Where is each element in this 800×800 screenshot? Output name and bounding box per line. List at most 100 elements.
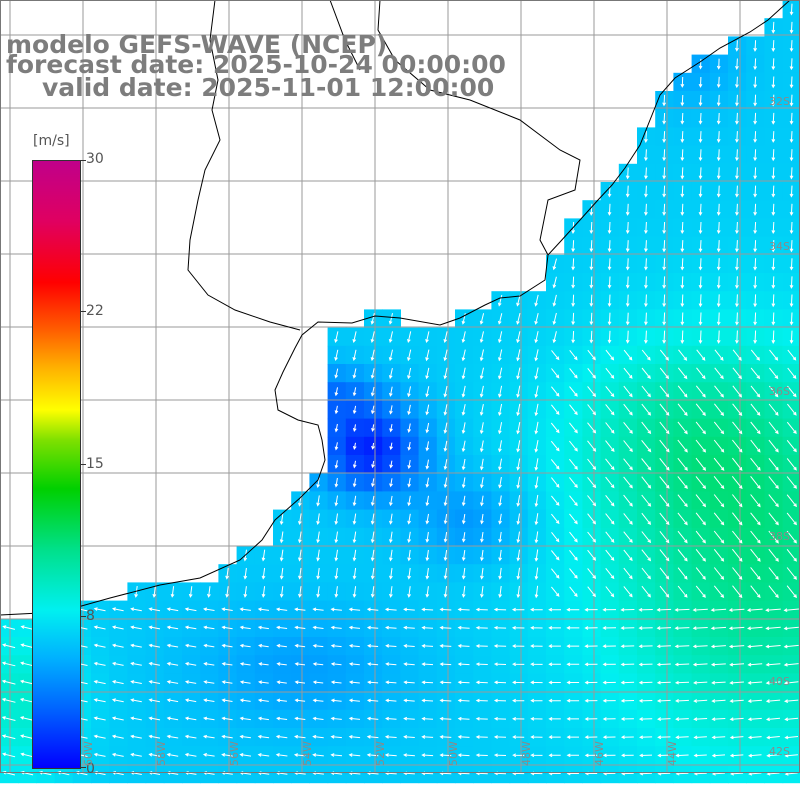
- wind-arrow: [625, 240, 630, 253]
- lat-label: 38S: [769, 530, 790, 543]
- wind-arrow: [732, 457, 743, 471]
- wind-arrow: [534, 421, 539, 435]
- wind-arrow: [789, 3, 794, 16]
- wind-arrow: [753, 258, 758, 271]
- wind-arrow: [443, 349, 448, 362]
- wind-arrow: [605, 494, 615, 507]
- wind-arrow: [352, 405, 357, 415]
- wind-arrow: [569, 568, 578, 579]
- wind-arrow: [729, 662, 745, 667]
- wind-arrow: [584, 644, 598, 649]
- wind-arrow: [371, 478, 375, 488]
- wind-arrow: [656, 662, 671, 667]
- wind-arrow: [421, 680, 434, 685]
- wind-arrow: [330, 607, 342, 612]
- wind-arrow: [729, 735, 744, 740]
- wind-arrow: [334, 349, 339, 362]
- wind-arrow: [166, 661, 179, 666]
- wind-arrow: [589, 294, 594, 307]
- wind-arrow: [330, 753, 343, 757]
- wind-arrow: [1, 734, 16, 740]
- wind-arrow: [620, 680, 635, 685]
- wind-arrow: [680, 330, 685, 344]
- wind-arrow: [692, 644, 708, 649]
- wind-arrow: [352, 586, 357, 598]
- wind-arrow: [680, 203, 685, 216]
- wind-arrow: [548, 662, 561, 667]
- wind-arrow: [294, 625, 306, 630]
- wind-arrow: [388, 349, 393, 362]
- wind-arrow: [294, 607, 306, 612]
- wind-arrow: [753, 58, 758, 71]
- wind-arrow: [713, 475, 725, 490]
- wind-arrow: [680, 76, 685, 88]
- wind-arrow: [203, 607, 215, 612]
- wind-arrow: [370, 495, 375, 507]
- wind-arrow: [625, 221, 630, 235]
- wind-arrow: [498, 422, 503, 435]
- wind-arrow: [366, 716, 379, 721]
- wind-arrow: [552, 331, 557, 344]
- wind-arrow: [602, 735, 616, 740]
- lon-label: 58W: [155, 741, 168, 766]
- wind-arrow: [584, 607, 598, 612]
- wind-arrow: [783, 626, 799, 631]
- wind-arrow: [698, 112, 703, 125]
- wind-arrow: [765, 662, 781, 667]
- wind-arrow: [352, 387, 357, 397]
- wind-arrow: [638, 717, 653, 721]
- wind-arrow: [662, 330, 667, 344]
- wind-arrow: [443, 367, 448, 380]
- wind-arrow: [512, 698, 525, 703]
- wind-arrow: [257, 625, 269, 630]
- wind-arrow: [584, 717, 598, 721]
- wind-arrow: [511, 625, 525, 630]
- wind-arrow: [221, 607, 233, 612]
- lon-label: 52W: [374, 741, 387, 766]
- wind-arrow: [403, 698, 415, 703]
- wind-arrow: [623, 349, 633, 361]
- wind-arrow: [261, 549, 266, 562]
- wind-arrow: [698, 76, 703, 88]
- wind-arrow: [662, 276, 667, 289]
- wind-arrow: [457, 662, 470, 667]
- wind-arrow: [641, 531, 652, 544]
- wind-arrow: [732, 421, 743, 435]
- wind-arrow: [623, 440, 633, 453]
- wind-arrow: [439, 607, 452, 612]
- wind-arrow: [551, 368, 560, 379]
- wind-arrow: [461, 404, 466, 416]
- wind-arrow: [753, 167, 758, 180]
- wind-arrow: [571, 330, 576, 344]
- wind-arrow: [786, 512, 797, 526]
- wind-arrow: [512, 644, 525, 648]
- wind-arrow: [768, 421, 779, 435]
- wind-arrow: [584, 698, 598, 703]
- wind-arrow: [407, 423, 411, 433]
- wind-arrow: [184, 625, 197, 630]
- wind-arrow: [439, 735, 452, 739]
- wind-arrow: [569, 495, 578, 507]
- wind-arrow: [768, 585, 779, 599]
- wind-arrow: [348, 607, 361, 612]
- wind-arrow: [783, 662, 799, 667]
- wind-arrow: [662, 294, 667, 308]
- wind-arrow: [771, 221, 776, 235]
- wind-arrow: [695, 385, 706, 398]
- wind-arrow: [735, 167, 739, 180]
- wind-arrow: [239, 753, 252, 757]
- wind-arrow: [516, 458, 521, 471]
- wind-arrow: [184, 680, 197, 684]
- wind-arrow: [638, 680, 653, 685]
- wind-arrow: [352, 424, 357, 433]
- wind-arrow: [461, 495, 466, 507]
- wind-arrow: [421, 735, 434, 739]
- wind-arrow: [641, 549, 652, 562]
- wind-arrow: [371, 460, 375, 469]
- wind-arrow: [728, 626, 745, 631]
- wind-arrow: [534, 458, 539, 471]
- wind-arrow: [93, 625, 106, 630]
- wind-arrow: [439, 716, 452, 721]
- wind-arrow: [695, 421, 706, 435]
- wind-arrow: [675, 717, 689, 721]
